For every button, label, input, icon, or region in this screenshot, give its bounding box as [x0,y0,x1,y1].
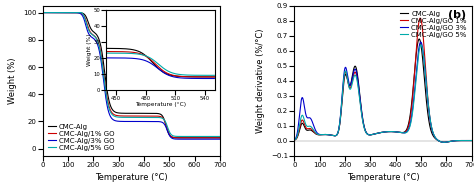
CMC-Alg/GO 5% [431,134,437,136]
CMC-Alg/1% GO [49,11,55,14]
Text: (b): (b) [448,10,466,20]
CMC-Alg [464,139,470,142]
CMC-Alg/GO 5% [464,139,469,142]
CMC-Alg/1% GO [217,137,223,139]
CMC-Alg [378,132,383,134]
X-axis label: Temperature (°C): Temperature (°C) [95,173,168,182]
CMC-Alg [441,141,447,143]
Line: CMC-Alg/1% GO: CMC-Alg/1% GO [43,12,220,138]
CMC-Alg/GO 5% [292,139,297,141]
CMC-Alg/GO 3% [431,134,437,137]
Line: CMC-Alg: CMC-Alg [43,12,220,138]
CMC-Alg [121,112,127,114]
CMC-Alg [416,38,422,40]
CMC-Alg/3% GO [179,138,185,140]
CMC-Alg [179,137,185,139]
CMC-Alg/GO 5% [441,141,447,143]
CMC-Alg/GO 1% [301,120,306,122]
CMC-Alg/GO 3% [464,139,469,142]
CMC-Alg/GO 5% [418,44,424,46]
CMC-Alg/3% GO [49,11,55,14]
CMC-Alg/GO 3% [469,139,474,142]
CMC-Alg/5% GO [121,116,127,118]
CMC-Alg/GO 1% [464,139,469,142]
Line: CMC-Alg/GO 1%: CMC-Alg/GO 1% [294,18,472,142]
CMC-Alg/GO 1% [464,139,470,142]
CMC-Alg/1% GO [179,137,185,139]
Y-axis label: Weight derivative (%/°C): Weight derivative (%/°C) [256,28,265,133]
CMC-Alg/3% GO [212,138,218,140]
CMC-Alg/1% GO [40,11,46,14]
X-axis label: Temperature (°C): Temperature (°C) [346,173,419,182]
CMC-Alg [469,139,474,142]
CMC-Alg [49,11,55,14]
CMC-Alg/5% GO [217,135,223,138]
CMC-Alg [292,139,297,141]
CMC-Alg/3% GO [121,120,127,123]
Line: CMC-Alg/5% GO: CMC-Alg/5% GO [43,12,220,137]
Line: CMC-Alg/GO 5%: CMC-Alg/GO 5% [294,45,472,142]
CMC-Alg/3% GO [212,138,218,140]
CMC-Alg/GO 5% [373,132,379,135]
Line: CMC-Alg: CMC-Alg [294,39,472,142]
CMC-Alg/GO 1% [378,132,383,134]
CMC-Alg/GO 3% [418,41,424,43]
CMC-Alg/GO 3% [373,132,379,135]
CMC-Alg/1% GO [212,137,218,139]
CMC-Alg [301,123,306,126]
CMC-Alg/1% GO [126,115,132,117]
CMC-Alg/5% GO [179,135,185,138]
CMC-Alg/GO 1% [441,141,447,143]
CMC-Alg/GO 3% [301,100,306,102]
CMC-Alg/5% GO [212,135,218,138]
CMC-Alg/5% GO [126,116,132,118]
CMC-Alg/1% GO [212,137,218,139]
CMC-Alg [217,137,223,139]
Line: CMC-Alg/GO 3%: CMC-Alg/GO 3% [294,42,472,142]
CMC-Alg/GO 1% [431,134,437,137]
CMC-Alg/3% GO [40,11,46,14]
CMC-Alg [431,136,437,138]
Y-axis label: Weight (%): Weight (%) [9,57,18,104]
CMC-Alg [464,139,469,142]
Legend: CMC-Alg, CMC-Alg/GO 1%, CMC-Alg/GO 3%, CMC-Alg/GO 5%: CMC-Alg, CMC-Alg/GO 1%, CMC-Alg/GO 3%, C… [399,9,468,39]
CMC-Alg [373,132,379,135]
CMC-Alg/3% GO [126,120,132,123]
CMC-Alg/5% GO [40,11,46,14]
CMC-Alg/GO 1% [469,139,474,142]
CMC-Alg/GO 1% [373,132,379,135]
Line: CMC-Alg/3% GO: CMC-Alg/3% GO [43,12,220,139]
CMC-Alg/GO 1% [292,139,297,141]
CMC-Alg/5% GO [49,11,55,14]
CMC-Alg [212,137,218,139]
CMC-Alg/GO 5% [469,139,474,142]
CMC-Alg/GO 3% [378,132,383,134]
CMC-Alg [126,112,132,114]
CMC-Alg/GO 3% [292,139,297,141]
CMC-Alg [40,11,46,14]
CMC-Alg/GO 5% [464,139,470,142]
CMC-Alg/3% GO [217,138,223,140]
CMC-Alg/GO 5% [301,116,306,118]
CMC-Alg/GO 5% [378,132,383,134]
Text: (a): (a) [197,10,215,20]
CMC-Alg/1% GO [121,115,127,117]
CMC-Alg/5% GO [212,135,218,138]
CMC-Alg [212,137,218,139]
CMC-Alg/GO 3% [441,141,447,143]
Legend: CMC-Alg, CMC-Alg/1% GO, CMC-Alg/3% GO, CMC-Alg/5% GO: CMC-Alg, CMC-Alg/1% GO, CMC-Alg/3% GO, C… [46,122,116,152]
CMC-Alg/GO 1% [417,17,423,19]
CMC-Alg/GO 3% [464,139,470,142]
